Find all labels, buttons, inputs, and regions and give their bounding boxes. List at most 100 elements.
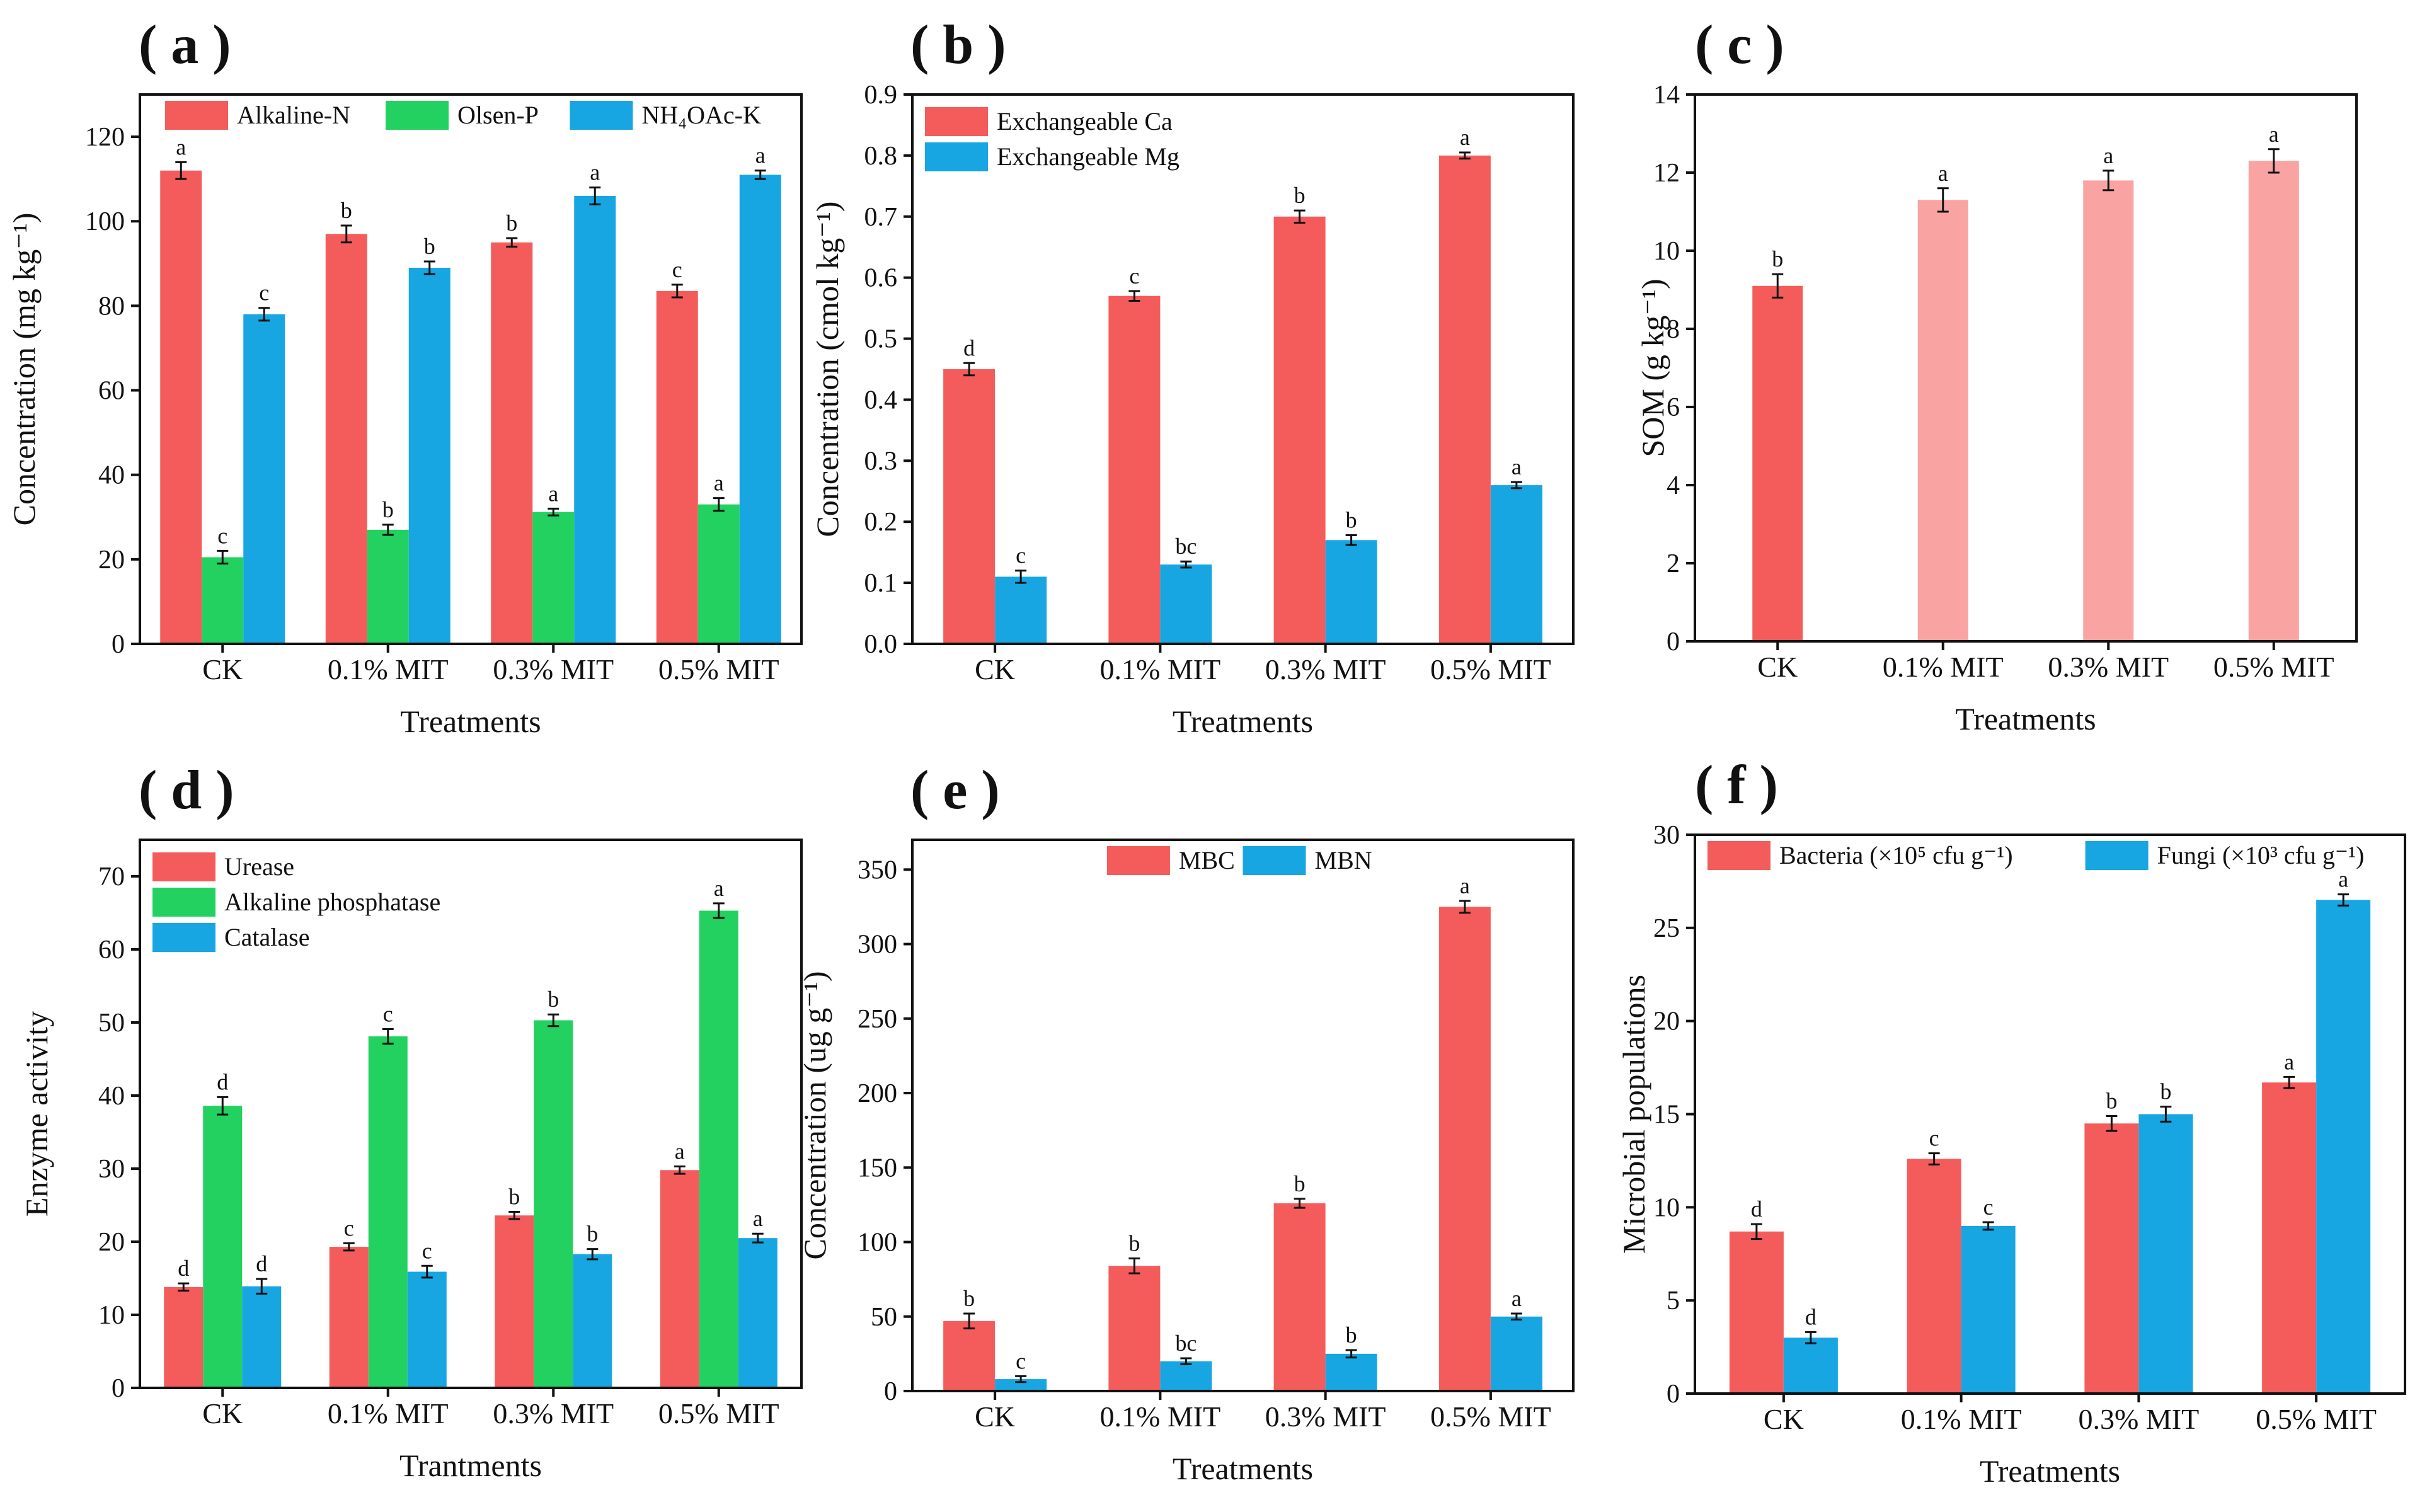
- y-tick-label: 40: [98, 461, 125, 490]
- significance-label: b: [1294, 1171, 1306, 1196]
- y-tick-label: 0.3: [864, 447, 898, 476]
- bar-bacteria-10-cfu-g--1: [1907, 1159, 1961, 1394]
- significance-label: bc: [1175, 1331, 1197, 1356]
- bar-bacteria-10-cfu-g--2: [2084, 1123, 2139, 1394]
- bar-nh-oac-k-0: [243, 314, 285, 644]
- bar-mbc-2: [1273, 1203, 1326, 1391]
- x-tick-label: 0.5% MIT: [2213, 651, 2334, 683]
- significance-label: b: [2160, 1079, 2171, 1104]
- significance-label: d: [256, 1251, 267, 1276]
- bar-alkaline-phosphatase-3: [699, 910, 738, 1388]
- chart-panel-e: ( e ) b b b a c bc b a 0 50 100 150 200 250 300 350 CK 0.1…: [797, 760, 1575, 1486]
- chart-panel-c: ( c ) b a a a 0 2 4 6 8 10 12 14 CK 0.1% MIT 0.3% MIT 0.…: [1635, 14, 2358, 736]
- significance-label: a: [714, 876, 724, 901]
- y-axis-title: Microbial populations: [1616, 975, 1651, 1254]
- x-tick-label: 0.5% MIT: [658, 653, 779, 685]
- x-tick-label: 0.3% MIT: [1265, 1400, 1386, 1433]
- significance-label: c: [259, 280, 269, 306]
- x-axis-title: Treatments: [1980, 1453, 2120, 1489]
- bar-urease-1: [329, 1247, 369, 1388]
- x-axis-title: Treatments: [1173, 1451, 1313, 1486]
- significance-label: c: [1129, 263, 1139, 289]
- legend-swatch: [1106, 846, 1170, 875]
- y-tick-label: 0.6: [864, 264, 898, 293]
- plot-frame: [911, 839, 1575, 1392]
- y-axis-title: SOM (g kg⁻¹): [1635, 278, 1670, 457]
- significance-label: b: [506, 210, 517, 236]
- y-tick-label: 0: [1667, 1380, 1680, 1409]
- y-tick-label: 0.1: [864, 569, 898, 598]
- y-tick-label: 50: [98, 1009, 125, 1038]
- significance-label: b: [2106, 1088, 2117, 1113]
- y-axis-title: Concentration (ug g⁻¹): [797, 971, 832, 1260]
- y-tick-label: 70: [98, 862, 125, 891]
- bar-nh-oac-k-2: [574, 195, 616, 644]
- significance-label: c: [1016, 543, 1026, 568]
- bar-exchangeable-mg-2: [1325, 540, 1377, 644]
- y-tick-label: 10: [98, 1301, 125, 1330]
- significance-label: a: [2103, 143, 2113, 168]
- panel-label: ( a ): [139, 14, 231, 76]
- legend-swatch: [152, 852, 215, 881]
- y-axis-title: Enzyme activity: [19, 1011, 54, 1217]
- y-tick-label: 0: [112, 630, 125, 659]
- y-tick-label: 50: [871, 1303, 897, 1332]
- bar-bacteria-10-cfu-g--3: [2262, 1082, 2317, 1394]
- y-tick-label: 60: [98, 936, 125, 965]
- bar-exchangeable-mg-1: [1160, 564, 1212, 644]
- x-tick-label: 0.1% MIT: [1901, 1403, 2022, 1435]
- x-tick-label: 0.1% MIT: [328, 1397, 449, 1429]
- legend-swatch: [925, 142, 988, 171]
- y-tick-label: 0.0: [864, 630, 898, 659]
- y-tick-label: 40: [98, 1082, 125, 1111]
- bar-nh-oac-k-1: [408, 268, 451, 644]
- bar-mbc-3: [1438, 907, 1491, 1391]
- bar-mbc-1: [1108, 1266, 1161, 1391]
- significance-label: c: [344, 1215, 354, 1240]
- bar-alkaline-n-3: [656, 290, 698, 644]
- legend-swatch: [165, 101, 228, 130]
- y-tick-label: 20: [98, 546, 125, 575]
- bar-exchangeable-mg-0: [995, 576, 1047, 644]
- plot-frame: [1694, 93, 2358, 643]
- significance-label: b: [1128, 1231, 1140, 1256]
- bar-urease-2: [495, 1215, 534, 1388]
- bar-fungi-10-cfu-g--3: [2316, 900, 2371, 1394]
- significance-label: a: [548, 481, 558, 506]
- significance-label: d: [963, 335, 975, 360]
- bar-nh-oac-k-3: [739, 175, 781, 644]
- x-tick-label: CK: [1764, 1403, 1804, 1435]
- significance-label: d: [1751, 1196, 1762, 1222]
- y-tick-label: 60: [98, 377, 125, 406]
- bar-mbc-0: [943, 1320, 996, 1391]
- x-tick-label: 0.5% MIT: [658, 1397, 779, 1429]
- bar-exchangeable-ca-3: [1438, 155, 1491, 644]
- legend-label: Catalase: [224, 923, 310, 951]
- x-tick-label: 0.3% MIT: [2048, 651, 2169, 683]
- bar-catalase-3: [738, 1238, 778, 1388]
- bar-catalase-0: [242, 1286, 282, 1388]
- x-tick-label: 0.3% MIT: [493, 1397, 614, 1429]
- bar-mbn-3: [1490, 1316, 1542, 1391]
- y-axis-title: Concentration (cmol kg⁻¹): [810, 202, 845, 537]
- significance-label: b: [587, 1222, 598, 1247]
- bar-exchangeable-mg-3: [1490, 485, 1542, 644]
- bar-alkaline-phosphatase-1: [368, 1036, 408, 1388]
- y-tick-label: 0.8: [864, 142, 898, 171]
- legend-swatch: [2085, 841, 2149, 870]
- x-tick-label: 0.1% MIT: [1100, 1400, 1221, 1433]
- y-axis-title: Concentration (mg kg⁻¹): [6, 213, 42, 526]
- significance-label: c: [422, 1238, 432, 1263]
- x-tick-label: CK: [1757, 651, 1798, 683]
- y-tick-label: 0.5: [864, 325, 898, 354]
- x-tick-label: 0.3% MIT: [493, 653, 614, 685]
- legend-label: Alkaline phosphatase: [224, 888, 440, 916]
- significance-label: a: [2338, 867, 2348, 892]
- legend-label: MBN: [1315, 846, 1372, 874]
- significance-label: b: [548, 987, 559, 1012]
- significance-label: c: [217, 523, 227, 548]
- chart-panel-a: ( a ) a b b c c b a a c b a a 0 20 40 60 80 100 120 CK 0.1% M…: [6, 14, 803, 739]
- y-tick-label: 25: [1653, 914, 1680, 943]
- y-tick-label: 8: [1667, 315, 1680, 344]
